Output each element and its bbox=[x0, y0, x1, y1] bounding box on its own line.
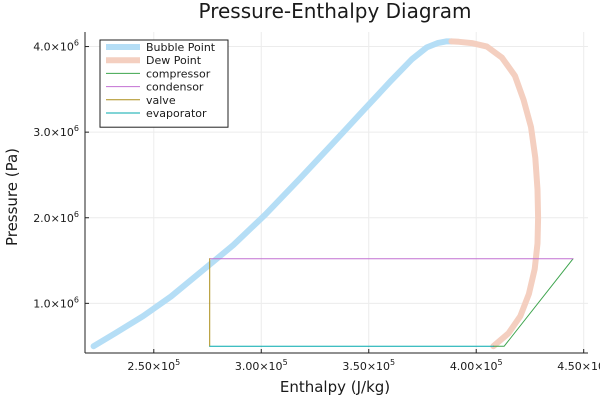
series-line-bubble-point bbox=[90, 38, 455, 350]
legend-label-dew-point: Dew Point bbox=[146, 54, 202, 67]
legend-label-compressor: compressor bbox=[146, 67, 211, 80]
y-tick-label: 2.0×106 bbox=[33, 210, 79, 225]
legend-label-bubble-point: Bubble Point bbox=[146, 41, 216, 54]
x-tick-label: 3.00×105 bbox=[235, 358, 288, 373]
x-tick-label: 4.00×105 bbox=[450, 358, 503, 373]
y-axis-label: Pressure (Pa) bbox=[3, 148, 21, 246]
y-ticks: 1.0×106 2.0×106 3.0×106 4.0×106 bbox=[33, 39, 89, 310]
legend-label-evaporator: evaporator bbox=[146, 107, 207, 120]
y-tick-label: 4.0×106 bbox=[33, 39, 79, 54]
chart-title: Pressure-Enthalpy Diagram bbox=[198, 0, 471, 23]
x-axis-label: Enthalpy (J/kg) bbox=[280, 378, 390, 396]
plot-frame bbox=[84, 32, 588, 354]
grid bbox=[85, 32, 588, 353]
series-line-compressor bbox=[492, 258, 574, 347]
legend-label-condensor: condensor bbox=[146, 81, 204, 94]
legend-label-valve: valve bbox=[146, 94, 176, 107]
y-tick-label: 1.0×106 bbox=[33, 295, 79, 310]
x-tick-label: 3.50×105 bbox=[342, 358, 395, 373]
series-line-dew-point bbox=[448, 38, 542, 350]
x-tick-label: 4.50×105 bbox=[557, 358, 600, 373]
x-tick-label: 2.50×105 bbox=[127, 358, 180, 373]
series-lines bbox=[90, 38, 574, 350]
y-tick-label: 3.0×106 bbox=[33, 124, 79, 139]
x-ticks: 2.50×105 3.00×105 3.50×105 4.00×105 4.50×105 bbox=[127, 349, 600, 373]
